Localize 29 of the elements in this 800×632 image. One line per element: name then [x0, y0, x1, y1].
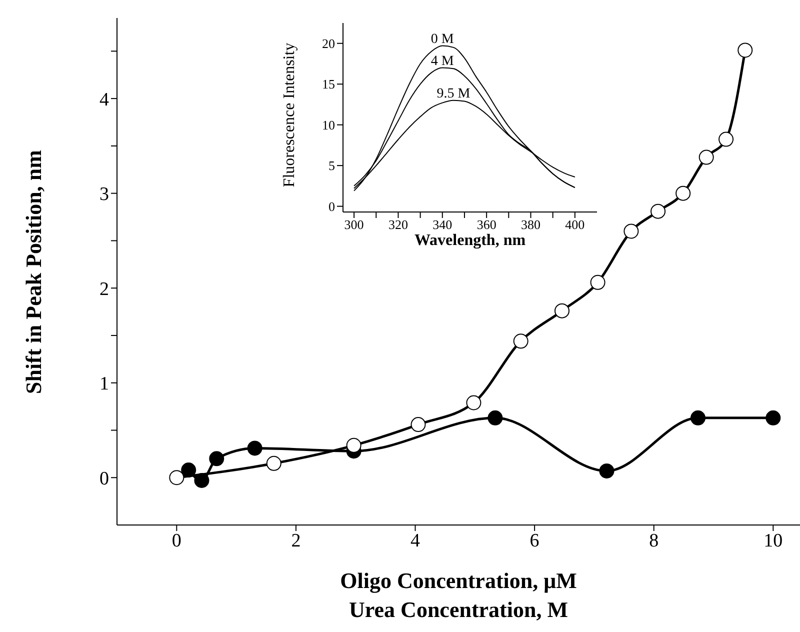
y-tick-label: 4: [100, 89, 110, 110]
x-tick-label: 340: [432, 217, 452, 232]
x-axis-title: Wavelength, nm: [413, 232, 527, 250]
x-tick-label: 4: [410, 530, 421, 552]
y-tick-label: 5: [328, 158, 335, 174]
y-tick-label: 3: [100, 184, 109, 206]
x-tick-label: 360: [476, 217, 496, 232]
y-axis-title: Shift in Peak Position, nm: [21, 150, 47, 394]
x-axis-title: Oligo Concentration, μM Urea Concentration, M: [339, 567, 578, 624]
annotation: 4 M: [430, 54, 454, 69]
y-axis-title: Fluorescence Intensity: [281, 42, 299, 188]
x-tick-label: 400: [565, 217, 585, 232]
y-tick-label: 0: [328, 198, 335, 214]
x-tick-label: 320: [388, 217, 408, 232]
y-tick-label: 1: [100, 374, 109, 395]
x-tick-label: 6: [530, 530, 540, 552]
x-tick-label: 0: [172, 530, 182, 552]
x-tick-label: 10: [764, 530, 783, 552]
y-tick-label: 2: [100, 278, 109, 300]
y-tick-label: 20: [322, 36, 335, 51]
y-tick-label: 0: [100, 468, 109, 490]
y-tick-label: 10: [322, 117, 335, 132]
y-tick-label: 15: [322, 76, 335, 92]
annotation: 9.5 M: [436, 86, 471, 102]
x-tick-label: 380: [520, 217, 540, 232]
annotation: 0 M: [430, 32, 454, 47]
x-tick-label: 8: [649, 530, 659, 552]
x-tick-label: 300: [344, 217, 364, 232]
x-tick-label: 2: [291, 530, 301, 552]
